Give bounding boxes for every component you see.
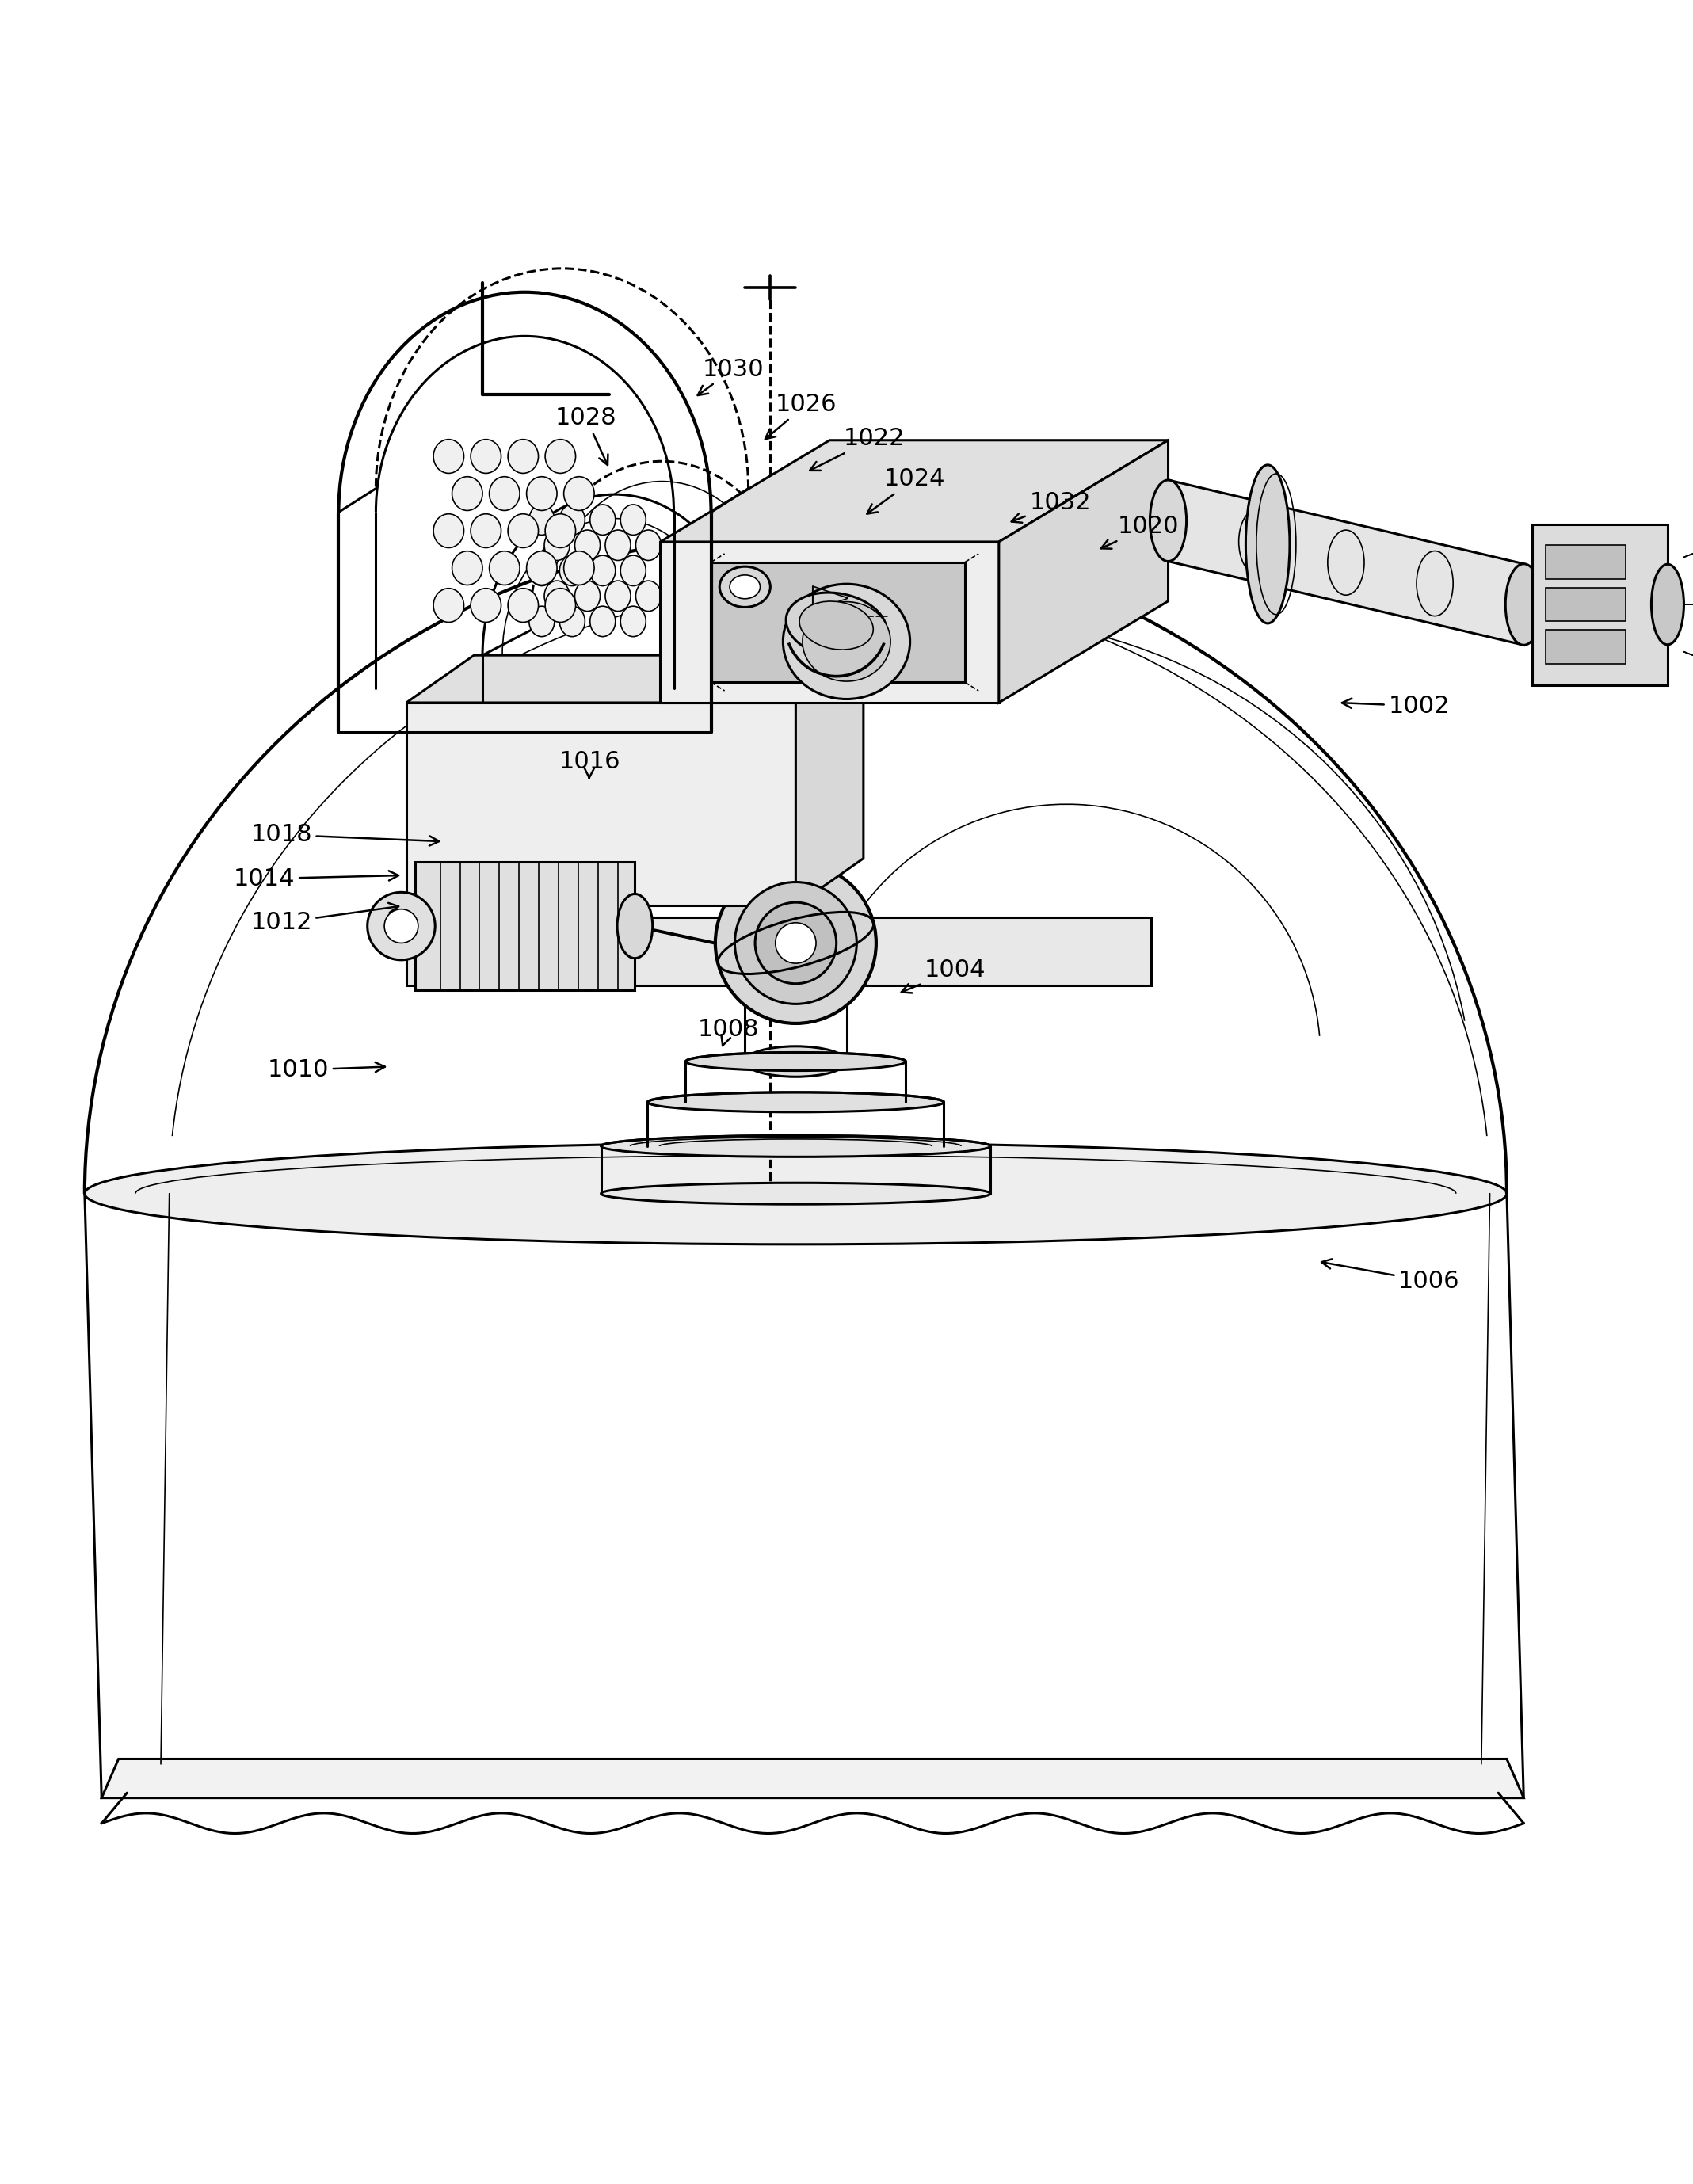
- Ellipse shape: [433, 513, 464, 548]
- Ellipse shape: [604, 581, 630, 612]
- Ellipse shape: [528, 607, 555, 636]
- Ellipse shape: [745, 946, 846, 976]
- Ellipse shape: [635, 581, 660, 612]
- Ellipse shape: [545, 513, 576, 548]
- Ellipse shape: [745, 1046, 846, 1077]
- Ellipse shape: [452, 476, 483, 511]
- Polygon shape: [406, 655, 863, 703]
- Ellipse shape: [1651, 563, 1685, 644]
- Polygon shape: [660, 441, 1168, 542]
- Ellipse shape: [799, 601, 874, 649]
- Ellipse shape: [564, 550, 594, 585]
- Ellipse shape: [508, 513, 538, 548]
- Ellipse shape: [1505, 563, 1542, 644]
- Ellipse shape: [527, 476, 557, 511]
- Ellipse shape: [508, 439, 538, 474]
- Polygon shape: [1546, 587, 1625, 622]
- Ellipse shape: [802, 603, 891, 681]
- Ellipse shape: [489, 550, 520, 585]
- Ellipse shape: [635, 531, 660, 561]
- Ellipse shape: [564, 476, 594, 511]
- Ellipse shape: [782, 583, 911, 699]
- Ellipse shape: [589, 607, 616, 636]
- Ellipse shape: [601, 1184, 990, 1203]
- Polygon shape: [999, 441, 1168, 703]
- Ellipse shape: [620, 505, 647, 535]
- Ellipse shape: [714, 863, 877, 1024]
- Polygon shape: [102, 1758, 1524, 1797]
- Text: 1018: 1018: [251, 823, 438, 845]
- Text: 1024: 1024: [867, 467, 945, 513]
- Ellipse shape: [471, 587, 501, 622]
- Ellipse shape: [576, 531, 601, 561]
- Ellipse shape: [735, 882, 857, 1005]
- Ellipse shape: [559, 607, 586, 636]
- Ellipse shape: [576, 581, 601, 612]
- Text: 1014: 1014: [234, 867, 398, 891]
- Text: 1032: 1032: [1011, 491, 1090, 522]
- Ellipse shape: [452, 550, 483, 585]
- Text: 1026: 1026: [765, 393, 836, 439]
- Text: 1022: 1022: [809, 428, 904, 470]
- Ellipse shape: [508, 587, 538, 622]
- Ellipse shape: [1246, 465, 1290, 622]
- Text: 1030: 1030: [698, 358, 764, 395]
- Text: 1010: 1010: [267, 1059, 384, 1081]
- Ellipse shape: [384, 893, 418, 959]
- Text: 1006: 1006: [1322, 1258, 1459, 1293]
- Ellipse shape: [755, 902, 836, 983]
- Circle shape: [367, 893, 435, 961]
- Ellipse shape: [720, 566, 770, 607]
- Ellipse shape: [775, 922, 816, 963]
- Text: 1008: 1008: [698, 1018, 758, 1046]
- Polygon shape: [1168, 480, 1524, 644]
- Ellipse shape: [1150, 480, 1187, 561]
- Ellipse shape: [730, 574, 760, 598]
- Ellipse shape: [559, 505, 586, 535]
- Ellipse shape: [433, 439, 464, 474]
- Ellipse shape: [489, 476, 520, 511]
- Polygon shape: [406, 917, 1151, 985]
- Ellipse shape: [528, 555, 555, 585]
- Ellipse shape: [620, 607, 647, 636]
- Ellipse shape: [604, 531, 630, 561]
- Ellipse shape: [620, 555, 647, 585]
- Ellipse shape: [543, 581, 569, 612]
- Ellipse shape: [559, 555, 586, 585]
- Ellipse shape: [648, 1092, 945, 1112]
- Ellipse shape: [471, 513, 501, 548]
- Ellipse shape: [786, 592, 887, 657]
- Ellipse shape: [398, 893, 432, 959]
- Ellipse shape: [543, 531, 569, 561]
- Polygon shape: [1546, 546, 1625, 579]
- Text: 1004: 1004: [901, 959, 985, 994]
- Ellipse shape: [528, 505, 555, 535]
- Text: 1016: 1016: [559, 751, 620, 778]
- Circle shape: [384, 909, 418, 943]
- Polygon shape: [1532, 524, 1668, 686]
- Ellipse shape: [545, 587, 576, 622]
- Polygon shape: [1546, 629, 1625, 664]
- Ellipse shape: [471, 439, 501, 474]
- Polygon shape: [406, 703, 796, 906]
- Ellipse shape: [601, 1136, 990, 1158]
- Ellipse shape: [618, 893, 652, 959]
- Ellipse shape: [686, 1053, 906, 1070]
- Ellipse shape: [589, 555, 616, 585]
- Ellipse shape: [527, 550, 557, 585]
- Ellipse shape: [545, 439, 576, 474]
- Ellipse shape: [433, 587, 464, 622]
- Text: 1002: 1002: [1343, 695, 1449, 719]
- Text: 1012: 1012: [251, 902, 398, 935]
- Polygon shape: [796, 655, 863, 906]
- Ellipse shape: [589, 505, 616, 535]
- Polygon shape: [711, 561, 965, 681]
- Polygon shape: [415, 863, 635, 989]
- Ellipse shape: [85, 1142, 1507, 1245]
- Polygon shape: [660, 542, 999, 703]
- Text: 1028: 1028: [555, 406, 616, 465]
- Text: 1020: 1020: [1100, 515, 1178, 548]
